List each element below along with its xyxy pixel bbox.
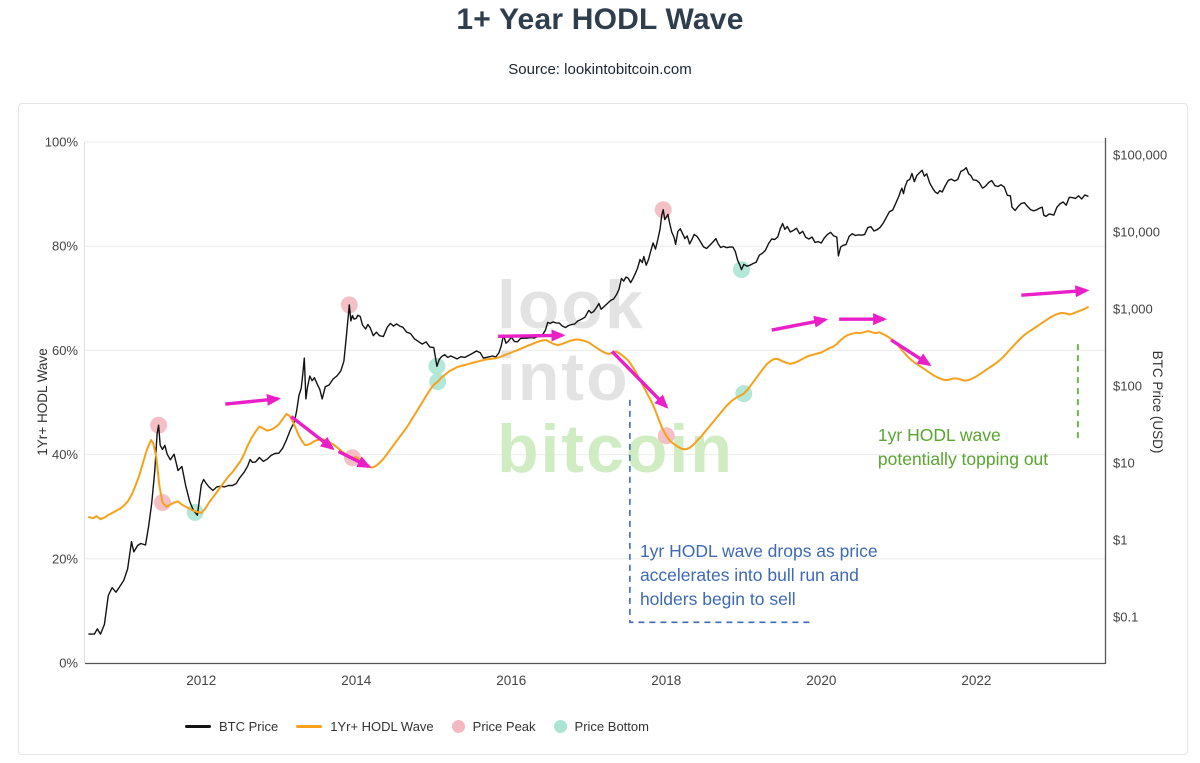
y-left-tick-label: 0%: [59, 656, 78, 671]
y-right-tick-label: $1,000: [1113, 302, 1153, 317]
y-left-tick-label: 80%: [52, 239, 78, 254]
trend-arrow: [290, 415, 335, 451]
y-right-tick-label: $1: [1113, 533, 1127, 548]
chart-source: Source: lookintobitcoin.com: [508, 61, 692, 78]
price-bottom-swatch: [553, 720, 567, 733]
y-left-tick-label: 100%: [45, 135, 79, 150]
trend-arrow: [225, 393, 281, 406]
trend-arrow: [498, 329, 566, 342]
y-left-tick-label: 40%: [52, 447, 78, 462]
trend-arrow: [610, 350, 669, 409]
y-right-tick-label: $10: [1113, 456, 1135, 471]
watermark-look: look: [497, 267, 645, 343]
legend-item-price-bottom[interactable]: Price Bottom: [553, 719, 649, 734]
chart-card: [18, 103, 1188, 755]
btc-price-line: [88, 167, 1089, 635]
bull-run-note: 1yr HODL wave drops as price accelerates …: [640, 541, 878, 609]
legend-label: 1Yr+ HODL Wave: [330, 719, 434, 734]
legend-label: Price Bottom: [574, 719, 649, 734]
bull-run-bracket: [629, 399, 813, 624]
legend-item-price-peak[interactable]: Price Peak: [451, 719, 536, 734]
y-left-tick-label: 60%: [52, 343, 78, 358]
x-tick-label: 2018: [651, 673, 681, 688]
watermark-into: into: [497, 339, 630, 415]
y-right-tick-label: $100,000: [1113, 148, 1167, 163]
trend-arrow: [1021, 285, 1090, 298]
legend-label: Price Peak: [472, 719, 536, 734]
1yr-hodl-wave-swatch: [296, 725, 323, 728]
x-tick-label: 2014: [341, 673, 372, 688]
y-left-tick-label: 20%: [52, 551, 78, 566]
legend-item-btc-price[interactable]: BTC Price: [185, 719, 278, 734]
trend-arrow: [337, 449, 372, 469]
hodl-wave-line: [87, 306, 1089, 521]
watermark-bitcoin: bitcoin: [497, 411, 734, 487]
chart-legend: BTC Price 1Yr+ HODL Wave Price Peak Price B…: [185, 719, 649, 734]
btc-price-swatch: [185, 725, 211, 728]
topping-note: 1yr HODL wave potentially topping out: [878, 425, 1048, 469]
y-right-tick-label: $100: [1113, 379, 1142, 394]
x-tick-label: 2012: [186, 673, 216, 688]
x-tick-label: 2022: [961, 673, 991, 688]
y-right-axis-title: BTC Price (USD): [1150, 351, 1165, 454]
y-right-tick-label: $0.1: [1113, 610, 1138, 625]
x-tick-label: 2020: [806, 673, 836, 688]
y-left-axis-title: 1Yr+ HODL Wave: [35, 348, 50, 455]
legend-item-1yr-hodl-wave[interactable]: 1Yr+ HODL Wave: [296, 719, 434, 734]
legend-label: BTC Price: [219, 719, 279, 734]
x-tick-label: 2016: [496, 673, 526, 688]
chart-title: 1+ Year HODL Wave: [456, 3, 744, 36]
trend-arrow: [890, 338, 932, 367]
trend-arrow: [771, 315, 829, 332]
y-right-tick-label: $10,000: [1113, 225, 1160, 240]
price-peak-swatch: [451, 720, 465, 733]
